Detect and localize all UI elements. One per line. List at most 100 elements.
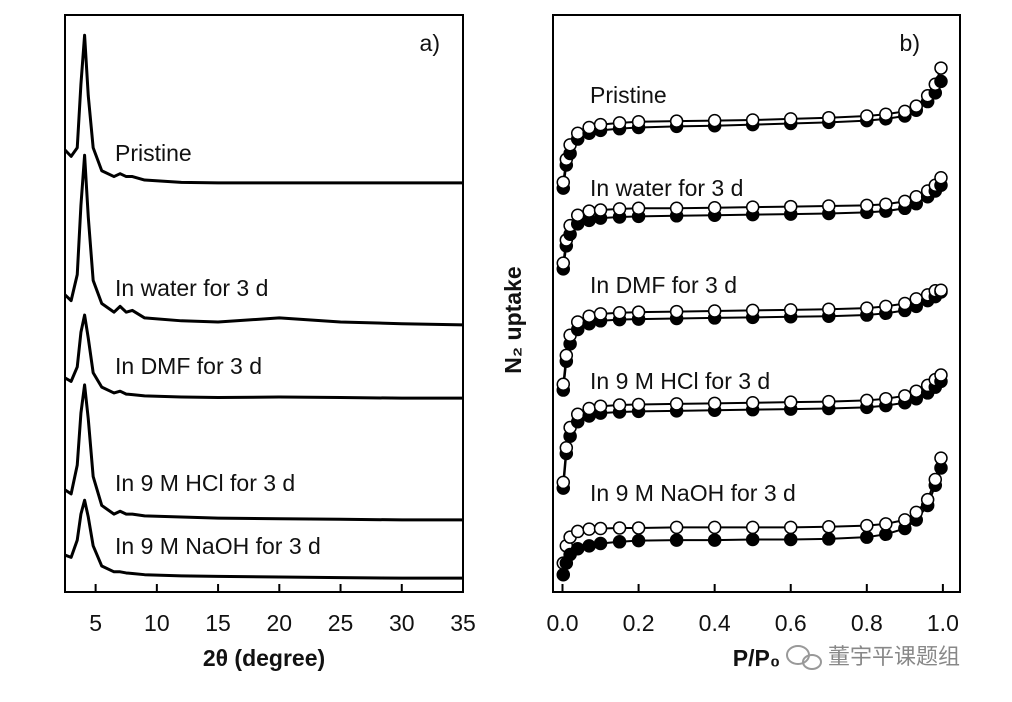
- curve: [63, 33, 463, 185]
- adsorption-point: [860, 530, 874, 544]
- desorption-point: [593, 521, 608, 536]
- desorption-point: [631, 305, 646, 319]
- desorption-point: [898, 513, 912, 527]
- x-tick-label: 15: [205, 610, 231, 636]
- desorption-point: [593, 399, 608, 413]
- desorption-point: [909, 505, 924, 520]
- desorption-point: [934, 170, 948, 185]
- desorption-point: [860, 301, 874, 315]
- desorption-point: [745, 395, 760, 410]
- desorption-point: [556, 377, 571, 392]
- desorption-point: [707, 396, 722, 411]
- adsorption-point: [934, 74, 948, 89]
- adsorption-point: [669, 533, 684, 547]
- adsorption-point: [582, 539, 596, 553]
- desorption-point: [582, 120, 596, 135]
- x-tick-label: 0.8: [851, 610, 883, 636]
- desorption-point: [860, 198, 874, 213]
- desorption-point: [669, 114, 684, 128]
- desorption-point: [745, 200, 760, 214]
- adsorption-point: [822, 532, 836, 546]
- series-label: In DMF for 3 d: [115, 353, 262, 379]
- desorption-point: [745, 520, 760, 535]
- desorption-point: [934, 368, 948, 382]
- x-tick-label: 20: [267, 610, 293, 636]
- desorption-point: [707, 520, 722, 535]
- x-axis-title: P/P₀: [733, 645, 780, 671]
- adsorption-point: [631, 533, 646, 548]
- adsorption-point: [556, 567, 571, 582]
- desorption-point: [612, 305, 627, 320]
- x-tick-label: 5: [89, 610, 102, 636]
- desorption-point: [631, 397, 646, 412]
- desorption-point: [783, 520, 798, 535]
- watermark: 董宇平课题组: [786, 644, 960, 670]
- x-tick-label: 0.4: [699, 610, 731, 636]
- desorption-point: [570, 407, 585, 422]
- x-tick-label: 0.2: [623, 610, 655, 636]
- plot-frame: [552, 14, 961, 593]
- desorption-point: [879, 197, 893, 212]
- x-tick-label: 10: [144, 610, 170, 636]
- desorption-point: [593, 307, 608, 321]
- curve: [64, 313, 463, 400]
- desorption-point: [822, 302, 836, 317]
- desorption-point: [582, 309, 596, 323]
- x-tick-label: 35: [450, 610, 476, 636]
- desorption-point: [570, 208, 585, 222]
- desorption-point: [669, 304, 684, 319]
- adsorption-point: [783, 532, 798, 547]
- series-label: In water for 3 d: [590, 175, 743, 201]
- plot-frame: [64, 14, 464, 593]
- desorption-point: [669, 397, 684, 411]
- adsorption-point: [745, 532, 760, 547]
- series-label: In DMF for 3 d: [590, 272, 737, 298]
- desorption-point: [582, 522, 596, 536]
- desorption-point: [860, 109, 874, 123]
- desorption-point: [612, 521, 627, 535]
- desorption-point: [898, 104, 912, 119]
- y-axis-title: N₂ uptake: [500, 266, 526, 373]
- desorption-point: [612, 398, 627, 412]
- desorption-point: [920, 492, 935, 507]
- series-label: In 9 M NaOH for 3 d: [590, 480, 796, 506]
- desorption-point: [570, 126, 585, 141]
- desorption-point: [783, 112, 798, 126]
- desorption-point: [707, 113, 722, 128]
- desorption-point: [909, 190, 924, 204]
- desorption-point: [669, 520, 684, 535]
- desorption-point: [909, 292, 924, 306]
- desorption-point: [570, 315, 585, 329]
- desorption-point: [822, 394, 836, 409]
- x-axis-title: 2θ (degree): [203, 645, 325, 671]
- desorption-point: [559, 441, 574, 455]
- series-label: In 9 M HCl for 3 d: [590, 368, 770, 394]
- series-label: In 9 M HCl for 3 d: [115, 470, 295, 496]
- desorption-point: [612, 116, 627, 130]
- desorption-point: [783, 199, 798, 214]
- watermark-icon: [786, 645, 810, 665]
- desorption-point: [707, 200, 722, 215]
- curve: [64, 383, 463, 522]
- desorption-point: [898, 389, 912, 403]
- x-tick-label: 0.0: [547, 610, 579, 636]
- desorption-point: [822, 199, 836, 213]
- watermark-icon: [802, 654, 822, 670]
- adsorption-point: [570, 541, 585, 556]
- desorption-point: [631, 114, 646, 129]
- panel-label: a): [420, 30, 440, 56]
- panel-label: b): [900, 30, 920, 56]
- desorption-point: [559, 348, 574, 363]
- desorption-point: [934, 61, 948, 75]
- desorption-point: [556, 256, 571, 270]
- desorption-point: [582, 204, 596, 218]
- x-tick-label: 30: [389, 610, 415, 636]
- curve: [64, 498, 463, 580]
- desorption-point: [783, 303, 798, 317]
- desorption-point: [593, 117, 608, 132]
- desorption-point: [556, 475, 571, 490]
- desorption-point: [612, 202, 627, 216]
- desorption-point: [909, 99, 924, 113]
- watermark-text: 董宇平课题组: [828, 644, 960, 669]
